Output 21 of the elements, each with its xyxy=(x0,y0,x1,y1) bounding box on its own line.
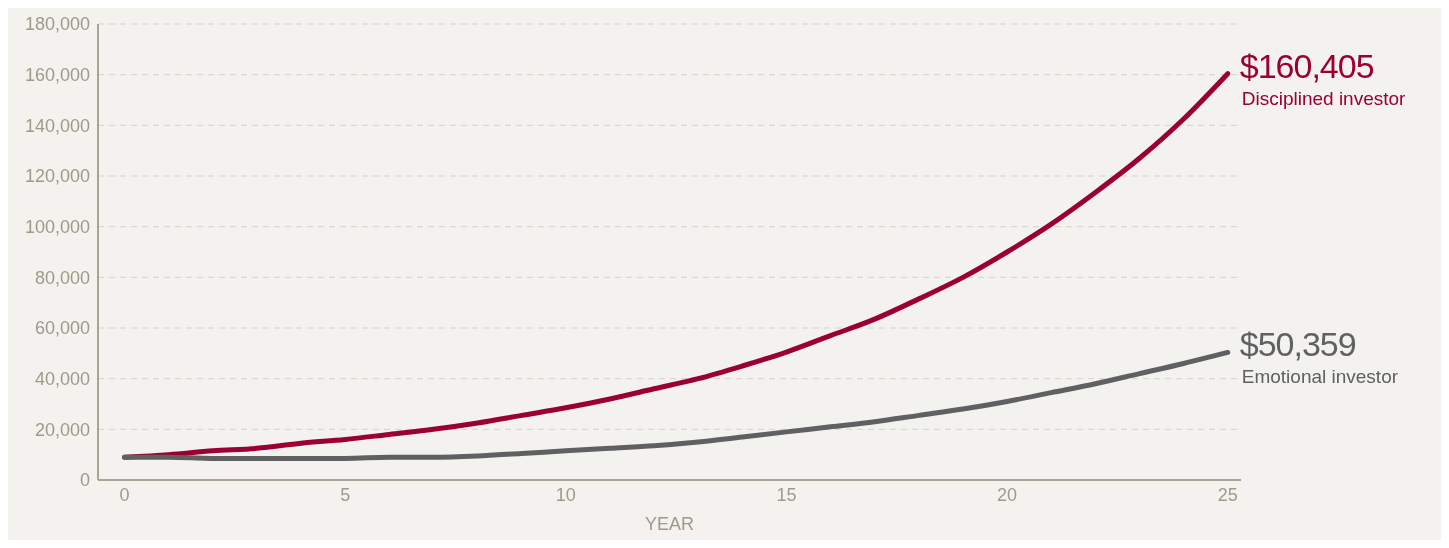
y-tick-label: 140,000 xyxy=(24,115,90,136)
x-tick-label: 15 xyxy=(776,484,797,505)
y-tick-label: 100,000 xyxy=(24,217,90,238)
data-label: $50,359 xyxy=(1239,325,1356,364)
x-tick-label: 25 xyxy=(1217,484,1238,505)
y-tick-label: 180,000 xyxy=(24,14,90,35)
y-tick-label: 160,000 xyxy=(24,65,90,86)
y-tick-label: 60,000 xyxy=(34,318,90,339)
x-tick-label: 5 xyxy=(340,484,351,505)
x-tick-label: 0 xyxy=(119,484,130,505)
y-tick-label: 80,000 xyxy=(34,267,90,288)
series-label: Emotional investor xyxy=(1241,366,1399,388)
x-tick-label: 20 xyxy=(997,484,1018,505)
data-label: $160,405 xyxy=(1239,46,1374,85)
y-tick-label: 40,000 xyxy=(34,369,90,390)
x-axis-title: YEAR xyxy=(644,514,695,534)
x-tick-label: 10 xyxy=(555,484,576,505)
y-tick-label: 120,000 xyxy=(24,166,90,187)
y-tick-label: 20,000 xyxy=(34,419,90,440)
series-label: Disciplined investor xyxy=(1241,87,1407,109)
y-tick-label: 0 xyxy=(79,470,90,491)
